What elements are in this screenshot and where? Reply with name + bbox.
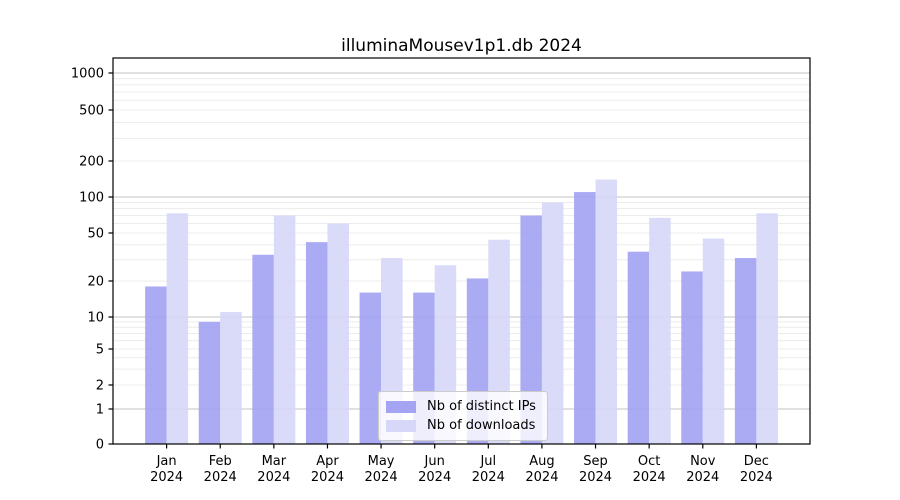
legend-label-downloads: Nb of downloads bbox=[427, 418, 536, 433]
legend-swatch-downloads-icon bbox=[386, 419, 416, 432]
x-tick-label-year: 2024 bbox=[311, 470, 344, 485]
x-tick-label-year: 2024 bbox=[633, 470, 666, 485]
x-tick-label-month: Nov bbox=[690, 454, 716, 469]
x-tick-label-month: Apr bbox=[316, 454, 339, 469]
x-tick-label-month: Sep bbox=[583, 454, 608, 469]
legend-label-distinct-ips: Nb of distinct IPs bbox=[427, 399, 536, 414]
legend-item-downloads: Nb of downloads bbox=[386, 418, 540, 433]
y-tick-label: 10 bbox=[87, 311, 104, 326]
legend-item-distinct-ips: Nb of distinct IPs bbox=[386, 399, 540, 414]
x-tick-label-year: 2024 bbox=[579, 470, 612, 485]
bar-distinct-ips-apr bbox=[305, 242, 328, 444]
bar-downloads-jan bbox=[166, 213, 189, 444]
y-tick-label: 1 bbox=[96, 403, 104, 418]
y-tick-label: 50 bbox=[87, 227, 104, 242]
chart-title: illuminaMousev1p1.db 2024 bbox=[341, 36, 582, 56]
bar-downloads-nov bbox=[702, 238, 725, 444]
bar-downloads-mar bbox=[273, 215, 296, 444]
y-tick-label: 0 bbox=[96, 438, 104, 453]
x-tick-label-year: 2024 bbox=[686, 470, 719, 485]
bar-distinct-ips-feb bbox=[198, 321, 221, 444]
y-tick-label: 500 bbox=[79, 104, 104, 119]
bar-downloads-oct bbox=[649, 217, 671, 444]
x-tick-label-year: 2024 bbox=[365, 470, 398, 485]
bar-distinct-ips-aug bbox=[520, 215, 542, 444]
y-tick-label: 1000 bbox=[71, 67, 104, 82]
bar-downloads-apr bbox=[327, 223, 349, 444]
x-tick-label-year: 2024 bbox=[740, 470, 773, 485]
axes-frame bbox=[112, 57, 811, 445]
x-tick-label-month: Jun bbox=[424, 454, 445, 469]
bar-downloads-sep bbox=[595, 179, 618, 444]
bar-downloads-dec bbox=[756, 213, 778, 444]
x-tick-label-year: 2024 bbox=[472, 470, 505, 485]
bar-distinct-ips-dec bbox=[734, 258, 757, 444]
x-tick-label-year: 2024 bbox=[204, 470, 237, 485]
x-tick-label-month: May bbox=[368, 454, 395, 469]
legend-swatch-distinct-ips-icon bbox=[386, 400, 416, 413]
bar-distinct-ips-mar bbox=[252, 254, 274, 444]
x-tick-label-year: 2024 bbox=[418, 470, 451, 485]
legend: Nb of distinct IPs Nb of downloads bbox=[378, 391, 548, 441]
x-tick-label-month: Aug bbox=[529, 454, 554, 469]
bar-distinct-ips-sep bbox=[574, 192, 596, 444]
bar-distinct-ips-oct bbox=[627, 251, 650, 444]
bar-distinct-ips-jan bbox=[145, 286, 167, 444]
x-tick-label-year: 2024 bbox=[150, 470, 183, 485]
x-tick-label-month: Oct bbox=[638, 454, 660, 469]
x-tick-label-month: Feb bbox=[209, 454, 232, 469]
y-tick-label: 5 bbox=[96, 343, 104, 358]
x-tick-label-month: Jul bbox=[479, 454, 496, 469]
x-tick-label-year: 2024 bbox=[525, 470, 558, 485]
x-tick-label-year: 2024 bbox=[257, 470, 290, 485]
y-tick-label: 20 bbox=[87, 275, 104, 290]
bar-downloads-feb bbox=[220, 312, 242, 444]
y-tick-label: 200 bbox=[79, 155, 104, 170]
x-tick-label-month: Dec bbox=[744, 454, 769, 469]
x-tick-label-month: Jan bbox=[156, 454, 177, 469]
bar-distinct-ips-nov bbox=[681, 271, 703, 444]
bar-distinct-ips-may bbox=[359, 292, 382, 444]
bar-downloads-aug bbox=[541, 202, 564, 444]
x-tick-label-month: Mar bbox=[262, 454, 287, 469]
y-tick-label: 2 bbox=[96, 379, 104, 394]
y-tick-label: 100 bbox=[79, 191, 104, 206]
